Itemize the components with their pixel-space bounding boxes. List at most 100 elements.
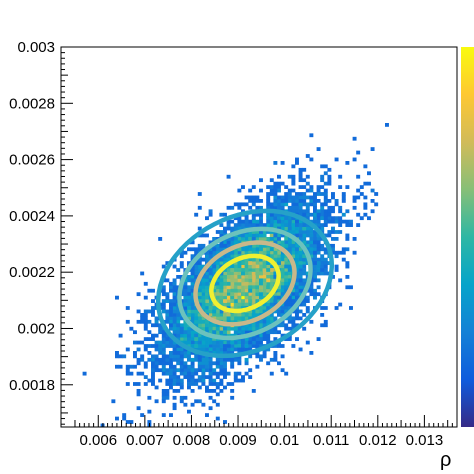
- heatmap-cell: [161, 285, 166, 290]
- heatmap-cell: [284, 192, 289, 196]
- heatmap-cell: [345, 264, 350, 269]
- heatmap-cell: [266, 323, 271, 328]
- heatmap-cell: [295, 157, 299, 162]
- heatmap-cell: [269, 281, 274, 286]
- heatmap-cell: [251, 281, 256, 286]
- heatmap-cell: [251, 202, 256, 207]
- heatmap-cell: [259, 288, 263, 293]
- heatmap-cell: [172, 323, 177, 328]
- heatmap-cell: [194, 247, 199, 252]
- heatmap-cell: [233, 292, 238, 297]
- heatmap-cell: [237, 250, 242, 255]
- heatmap-cell: [183, 323, 188, 328]
- heatmap-cell: [327, 167, 332, 172]
- heatmap-cell: [212, 371, 217, 376]
- heatmap-cell: [223, 226, 227, 231]
- heatmap-cell: [244, 237, 249, 241]
- heatmap-cell: [215, 278, 220, 283]
- heatmap-cell: [284, 268, 289, 272]
- heatmap-cell: [295, 278, 299, 283]
- heatmap-cell: [280, 199, 285, 203]
- heatmap-cell: [287, 216, 292, 221]
- heatmap-cell: [316, 243, 321, 248]
- heatmap-cell: [233, 275, 238, 279]
- heatmap-cell: [219, 257, 224, 262]
- heatmap-cell: [201, 292, 206, 297]
- heatmap-cell: [327, 178, 332, 183]
- heatmap-cell: [187, 247, 191, 252]
- heatmap-cell: [309, 133, 314, 138]
- heatmap-cell: [172, 354, 177, 359]
- heatmap-cell: [215, 361, 220, 366]
- heatmap-cell: [280, 368, 285, 373]
- heatmap-cell: [219, 368, 224, 373]
- heatmap-cell: [291, 247, 296, 252]
- heatmap-cell: [205, 309, 209, 314]
- heatmap-cell: [305, 247, 310, 252]
- heatmap-cell: [237, 316, 242, 321]
- heatmap-cell: [219, 285, 224, 290]
- heatmap-cell: [302, 271, 307, 276]
- heatmap-cell: [233, 357, 238, 362]
- heatmap-cell: [140, 354, 145, 359]
- heatmap-cell: [223, 333, 227, 338]
- heatmap-cell: [230, 226, 235, 231]
- heatmap-cell: [323, 195, 328, 200]
- heatmap-cell: [233, 237, 238, 241]
- heatmap-cell: [284, 243, 289, 248]
- heatmap-cell: [223, 330, 227, 335]
- heatmap-cell: [338, 174, 343, 179]
- heatmap-cell: [233, 347, 238, 352]
- heatmap-cell: [266, 288, 271, 293]
- contour-line: [209, 253, 281, 314]
- heatmap-cell: [190, 337, 195, 341]
- heatmap-cell: [201, 323, 206, 328]
- heatmap-cell: [129, 371, 134, 376]
- heatmap-cell: [205, 299, 209, 303]
- heatmap-cell: [215, 309, 220, 314]
- heatmap-cell: [352, 157, 357, 162]
- heatmap-cell: [251, 292, 256, 297]
- heatmap-cell: [183, 330, 188, 335]
- heatmap-cell: [244, 233, 249, 238]
- heatmap-cell: [172, 347, 177, 352]
- heatmap-cell: [334, 306, 339, 310]
- heatmap-cell: [345, 209, 350, 214]
- heatmap-cell: [273, 278, 278, 283]
- y-tick-label: 0.003: [17, 39, 55, 56]
- heatmap-cell: [201, 299, 206, 303]
- heatmap-cell: [262, 230, 267, 234]
- heatmap-cell: [259, 309, 263, 314]
- heatmap-cell: [169, 337, 173, 341]
- heatmap-cell: [212, 344, 217, 348]
- heatmap-cell: [323, 257, 328, 262]
- heatmap-cell: [205, 254, 209, 259]
- heatmap-cell: [269, 233, 274, 238]
- heatmap-cell: [320, 257, 325, 262]
- heatmap-cell: [169, 340, 173, 345]
- heatmap-cell: [298, 254, 303, 259]
- heatmap-cell: [251, 302, 256, 307]
- heatmap-cell: [122, 413, 127, 417]
- heatmap-cell: [287, 243, 292, 248]
- heatmap-cell: [266, 285, 271, 290]
- heatmap-cell: [205, 271, 209, 276]
- heatmap-cell: [345, 237, 350, 241]
- heatmap-cell: [295, 313, 299, 317]
- heatmap-cell: [183, 288, 188, 293]
- heatmap-cell: [165, 378, 170, 383]
- heatmap-cell: [223, 268, 227, 272]
- heatmap-cell: [259, 357, 263, 362]
- heatmap-cell: [194, 368, 199, 373]
- heatmap-cell: [190, 281, 195, 286]
- heatmap-cell: [169, 357, 173, 362]
- heatmap-cell: [259, 223, 263, 227]
- heatmap-cell: [219, 330, 224, 335]
- heatmap-cell: [334, 237, 339, 241]
- heatmap-cell: [215, 261, 220, 265]
- heatmap-cell: [287, 209, 292, 214]
- heatmap-cell: [244, 323, 249, 328]
- heatmap-cell: [179, 250, 184, 255]
- heatmap-cell: [273, 351, 278, 355]
- heatmap-cell: [309, 247, 314, 252]
